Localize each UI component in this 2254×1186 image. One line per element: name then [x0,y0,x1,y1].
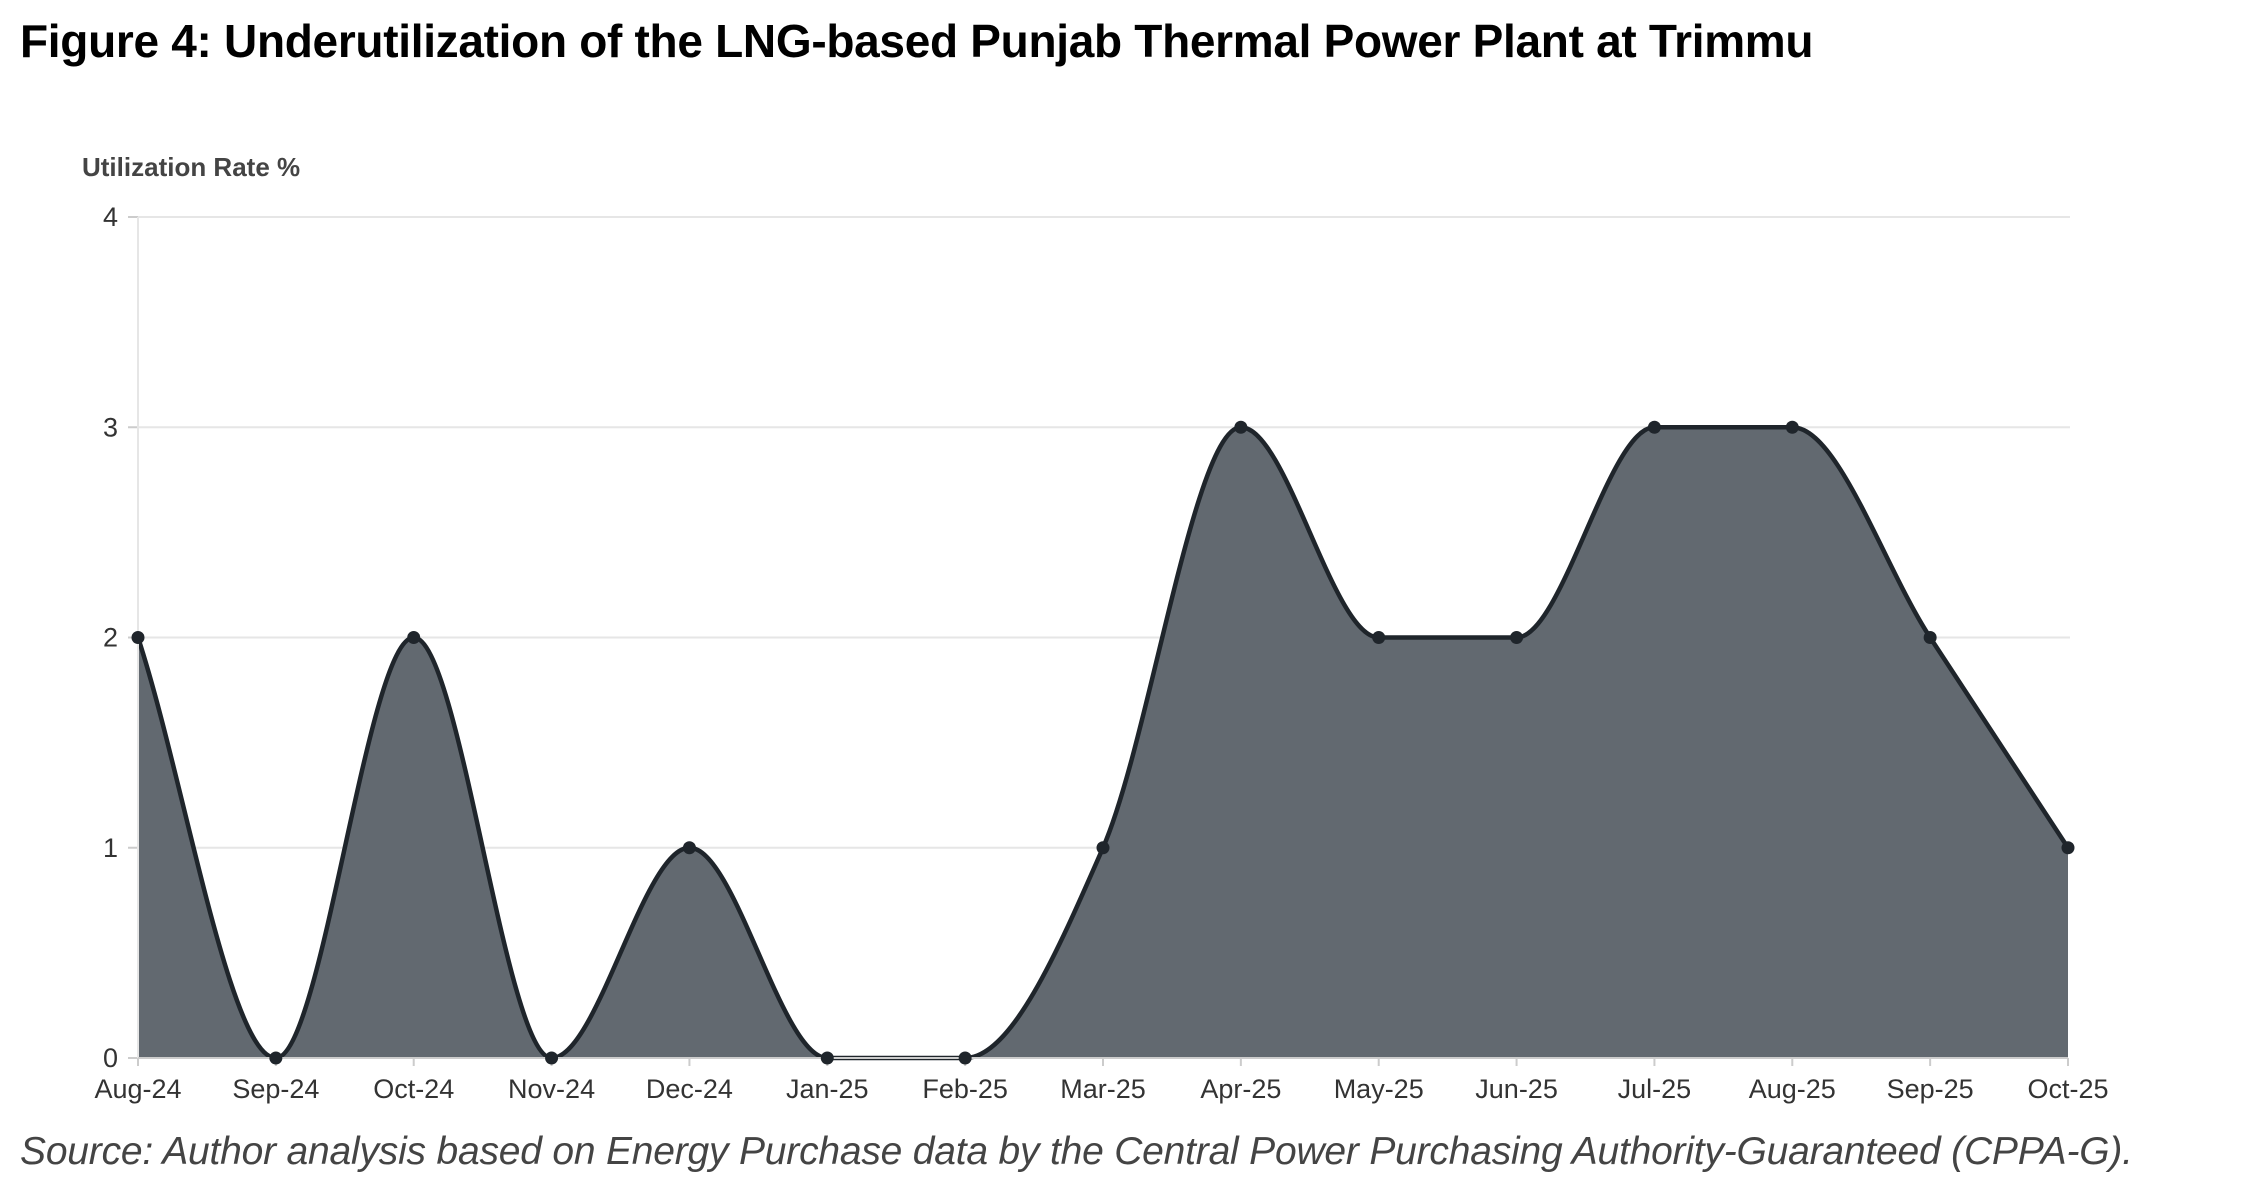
y-tick-label: 0 [103,1043,118,1073]
data-point [958,1051,972,1065]
data-point [682,841,696,855]
data-point [1234,420,1248,434]
x-tick-label: Oct-24 [373,1074,454,1104]
data-point [131,631,145,644]
y-axis-title: Utilization Rate % [82,152,301,182]
x-tick-label: Apr-25 [1200,1074,1281,1104]
x-tick-label: Oct-25 [2027,1074,2108,1104]
x-tick-label: Jul-25 [1618,1074,1692,1104]
data-point [1647,420,1661,434]
data-point [545,1051,559,1065]
x-tick-label: Jun-25 [1475,1074,1558,1104]
data-point [1510,631,1524,644]
x-tick-label: Feb-25 [922,1074,1008,1104]
y-tick-label: 2 [103,623,118,653]
x-tick-label: Aug-24 [94,1074,181,1104]
y-tick-label: 3 [103,412,118,442]
x-tick-label: Dec-24 [646,1074,733,1104]
y-tick-label: 1 [103,833,118,863]
x-tick-label: Sep-25 [1887,1074,1974,1104]
x-tick-label: May-25 [1334,1074,1424,1104]
y-axis-ticks: 0 1 2 3 4 [103,202,118,1073]
series-line [135,424,2071,1061]
x-tick-label: Jan-25 [786,1074,869,1104]
data-point [1372,631,1386,644]
chart-title: Figure 4: Underutilization of the LNG-ba… [20,15,1814,67]
data-points [131,420,2075,1065]
data-point [820,1051,834,1065]
y-tick-label: 4 [103,202,118,232]
x-tick-label: Sep-24 [232,1074,319,1104]
x-tick-label: Nov-24 [508,1074,595,1104]
source-note: Source: Author analysis based on Energy … [20,1130,2133,1173]
data-point [1096,841,1110,855]
data-point [407,631,421,644]
x-axis-ticks: Aug-24 Sep-24 Oct-24 Nov-24 Dec-24 Jan-25 Feb-… [94,1074,2108,1104]
x-tick-label: Aug-25 [1749,1074,1836,1104]
data-point [1923,631,1937,644]
data-point [1785,420,1799,434]
data-point [269,1051,283,1065]
x-tick-label: Mar-25 [1060,1074,1146,1104]
data-point [2061,841,2075,855]
area-series [135,424,2071,1061]
series-area-fill [138,427,2068,1058]
